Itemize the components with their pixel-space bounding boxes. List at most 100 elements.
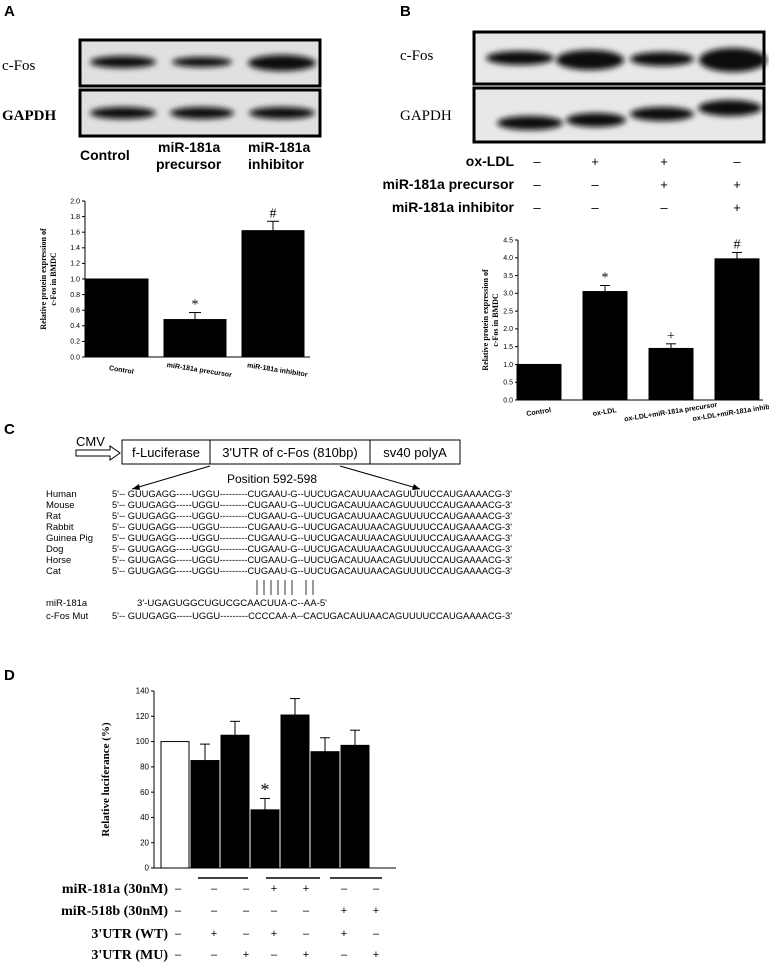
- species-sequence: 5'-- GUUGAGG-----UGGU---------CUGAAU-G--…: [112, 555, 512, 565]
- y-tick-label: 4.0: [503, 255, 513, 262]
- significance-mark: *: [192, 298, 199, 313]
- treatment-sign: –: [175, 949, 182, 961]
- treatment-sign: –: [271, 905, 278, 917]
- mutant-label: c-Fos Mut: [46, 611, 89, 622]
- significance-mark: *: [602, 271, 609, 286]
- species-label: Human: [46, 489, 77, 500]
- treatment-sign: –: [211, 905, 218, 917]
- y-tick-label: 4.5: [503, 237, 513, 244]
- category-label: ox-LDL: [592, 407, 618, 418]
- treatment-sign: –: [243, 928, 250, 940]
- y-tick-label: 0.2: [70, 339, 80, 346]
- y-tick-label: 2.5: [503, 308, 513, 315]
- panel-d-treatment-grid: miR-181a (30nM) – – – + + – –miR-518b (30nM) – – –…: [61, 877, 382, 962]
- panel-a-blot-gapdh: [78, 88, 322, 138]
- treatment-sign: +: [373, 949, 379, 961]
- treatment-sign: –: [243, 883, 250, 895]
- bar: [241, 230, 305, 358]
- treatment-sign: +: [660, 154, 668, 169]
- bar: [280, 714, 310, 869]
- panel-a-lane-precursor-2: precursor: [156, 156, 222, 172]
- treatment-sign: –: [591, 200, 599, 215]
- bar: [160, 741, 190, 869]
- treatment-sign: –: [303, 928, 310, 940]
- y-tick-label: 40: [140, 813, 149, 822]
- y-tick-label: 0.4: [70, 323, 80, 330]
- bar: [220, 734, 250, 869]
- treatment-sign: +: [341, 905, 347, 917]
- category-label: Control: [526, 407, 552, 418]
- species-label: Horse: [46, 555, 71, 566]
- treatment-sign: +: [271, 883, 277, 895]
- significance-mark: #: [734, 237, 741, 252]
- species-sequence: 5'-- GUUGAGG-----UGGU---------CUGAAU-G--…: [112, 489, 512, 499]
- y-tick-label: 0.0: [70, 354, 80, 361]
- panel-c-arrow-right: [339, 465, 421, 490]
- treatment-sign: –: [175, 905, 182, 917]
- bar: [340, 744, 370, 869]
- y-tick-label: 1.8: [70, 214, 80, 221]
- panel-d: D 0 20 40 60 80 100 120 140 * Relative luciferanc…: [4, 667, 396, 962]
- treatment-sign: +: [243, 949, 249, 961]
- treatment-sign: +: [303, 949, 309, 961]
- panel-c-position-label: Position 592-598: [227, 472, 317, 486]
- panel-a-lane-precursor-1: miR-181a: [158, 139, 220, 155]
- panel-a-lane-inhibitor-2: inhibitor: [248, 156, 305, 172]
- panel-c-cmv-label: CMV: [76, 434, 105, 449]
- mutant-sequence: 5'-- GUUGAGG-----UGGU---------CCCCAA-A--…: [112, 611, 512, 621]
- treatment-sign: –: [660, 200, 668, 215]
- treatment-sign: –: [211, 949, 218, 961]
- panel-c-box-polya: sv40 polyA: [383, 445, 447, 460]
- category-label: Control: [108, 365, 134, 376]
- panel-c: C CMV f-Luciferase 3'UTR of c-Fos (810bp…: [4, 421, 512, 622]
- treatment-sign: +: [211, 928, 217, 940]
- panel-b-blot-gapdh: [472, 86, 766, 144]
- y-tick-label: 2.0: [503, 326, 513, 333]
- y-tick-label: 0.5: [503, 380, 513, 387]
- y-axis-label: Relative protein expression of: [481, 269, 490, 371]
- treatment-sign: +: [341, 928, 347, 940]
- panel-a-blot-label-cfos: c-Fos: [2, 58, 35, 74]
- bar: [582, 291, 628, 401]
- y-tick-label: 100: [136, 737, 150, 746]
- panel-b-blot-label-cfos: c-Fos: [400, 48, 433, 64]
- panel-a-lane-inhibitor-1: miR-181a: [248, 139, 310, 155]
- y-tick-label: 140: [136, 687, 150, 696]
- treatment-label: 3'UTR (MU): [91, 948, 168, 962]
- treatment-sign: –: [341, 883, 348, 895]
- panel-d-chart: 0 20 40 60 80 100 120 140 * Relative luciferance …: [100, 687, 396, 873]
- species-sequence: 5'-- GUUGAGG-----UGGU---------CUGAAU-G--…: [112, 500, 512, 510]
- y-tick-label: 60: [140, 788, 149, 797]
- treatment-sign: –: [271, 949, 278, 961]
- y-axis-label: c-Fos in BMDC: [491, 293, 500, 347]
- y-tick-label: 1.0: [503, 362, 513, 369]
- treatment-sign: +: [733, 200, 741, 215]
- treatment-sign: –: [591, 177, 599, 192]
- treatment-sign: –: [373, 883, 380, 895]
- bar: [310, 751, 340, 869]
- y-tick-label: 0.8: [70, 292, 80, 299]
- species-sequence: 5'-- GUUGAGG-----UGGU---------CUGAAU-G--…: [112, 511, 512, 521]
- category-label: miR-181a precursor: [166, 362, 232, 379]
- y-axis-label: Relative protein expression of: [39, 228, 48, 330]
- species-label: Dog: [46, 544, 63, 555]
- species-label: Cat: [46, 566, 61, 577]
- species-sequence: 5'-- GUUGAGG-----UGGU---------CUGAAU-G--…: [112, 544, 512, 554]
- y-tick-label: 20: [140, 838, 149, 847]
- species-label: Mouse: [46, 500, 75, 511]
- treatment-label: ox-LDL: [466, 153, 515, 169]
- y-tick-label: 80: [140, 763, 149, 772]
- panel-a-blot-label-gapdh: GAPDH: [2, 108, 56, 124]
- bar: [714, 258, 760, 401]
- panel-a-chart: 0.0 0.2 0.4 0.6 0.8 1.0 1.2 1.4 1.6 1.8 2.0 Control…: [39, 198, 310, 379]
- species-label: Rat: [46, 511, 61, 522]
- y-tick-label: 0: [145, 864, 150, 873]
- panel-c-letter: C: [4, 421, 15, 438]
- y-tick-label: 3.0: [503, 291, 513, 298]
- panel-b-letter: B: [400, 3, 411, 20]
- bar: [516, 363, 562, 401]
- treatment-sign: +: [373, 905, 379, 917]
- treatment-label: miR-518b (30nM): [61, 904, 168, 919]
- treatment-sign: –: [303, 905, 310, 917]
- treatment-label: 3'UTR (WT): [91, 927, 168, 942]
